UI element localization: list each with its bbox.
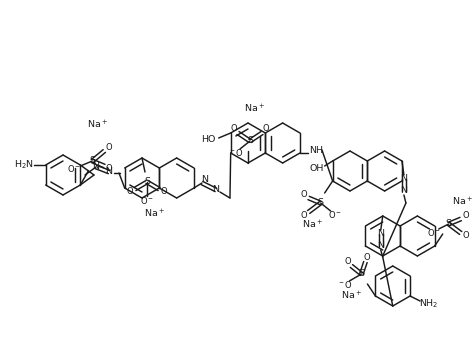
- Text: O: O: [362, 253, 369, 263]
- Text: S: S: [317, 198, 323, 208]
- Text: S: S: [247, 136, 252, 146]
- Text: NH$_2$: NH$_2$: [418, 298, 438, 310]
- Text: O: O: [461, 232, 468, 241]
- Text: O: O: [127, 187, 133, 196]
- Text: O: O: [461, 212, 468, 220]
- Text: $^-$O: $^-$O: [228, 148, 243, 158]
- Text: N: N: [212, 185, 219, 194]
- Text: N: N: [399, 186, 407, 195]
- Text: O: O: [300, 190, 307, 200]
- Text: N: N: [399, 175, 407, 184]
- Text: O: O: [300, 211, 307, 219]
- Text: O$^-$: O$^-$: [67, 163, 81, 175]
- Text: O: O: [262, 124, 269, 133]
- Text: N: N: [105, 167, 112, 177]
- Text: Na$^+$: Na$^+$: [144, 208, 165, 220]
- Text: O: O: [230, 124, 237, 133]
- Text: O$^-$: O$^-$: [327, 210, 341, 220]
- Text: N: N: [201, 176, 208, 184]
- Text: O: O: [105, 144, 111, 153]
- Text: Na$^+$: Na$^+$: [340, 290, 361, 302]
- Text: S: S: [89, 156, 95, 165]
- Text: N: N: [377, 229, 384, 239]
- Text: S: S: [357, 270, 364, 278]
- Text: Na$^+$: Na$^+$: [451, 196, 472, 208]
- Text: H$_2$N: H$_2$N: [14, 159, 33, 171]
- Text: S: S: [144, 178, 149, 186]
- Text: O$^-$: O$^-$: [139, 195, 154, 207]
- Text: $^-$O: $^-$O: [336, 278, 351, 289]
- Text: Na$^+$: Na$^+$: [244, 103, 265, 115]
- Text: Na$^+$: Na$^+$: [301, 219, 323, 231]
- Text: O: O: [343, 257, 350, 267]
- Text: O: O: [105, 164, 111, 174]
- Text: HO: HO: [201, 135, 216, 145]
- Text: O$^-$: O$^-$: [426, 226, 440, 238]
- Text: OH: OH: [309, 164, 323, 174]
- Text: NH: NH: [308, 147, 322, 155]
- Text: O: O: [160, 187, 167, 196]
- Text: Na$^+$: Na$^+$: [87, 119, 108, 131]
- Text: N: N: [92, 162, 99, 172]
- Text: N: N: [377, 242, 384, 250]
- Text: S: S: [445, 219, 451, 228]
